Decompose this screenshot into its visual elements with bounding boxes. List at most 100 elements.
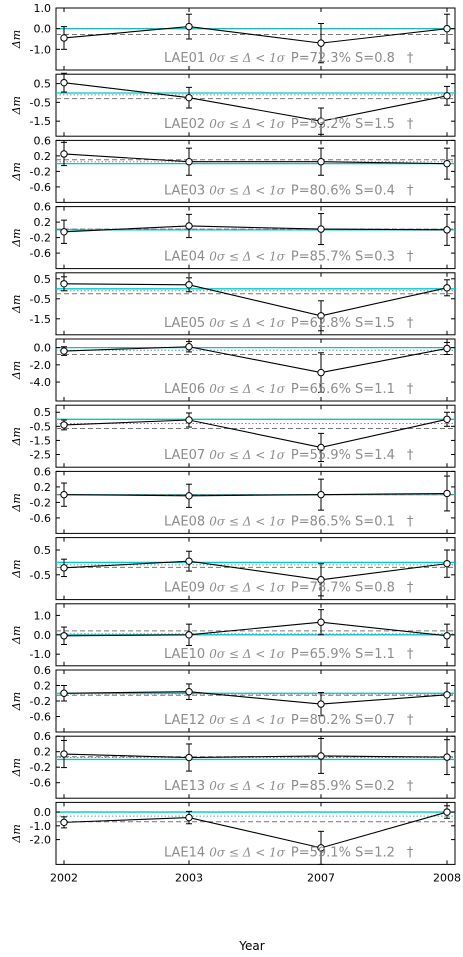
panel-range: 0σ ≤ Δ < 1σ	[209, 581, 285, 595]
data-point	[443, 415, 451, 423]
panel-frame	[55, 139, 456, 203]
y-tick-label: -0.5	[30, 569, 51, 582]
panel-stats: P=65.9% S=1.1	[291, 647, 395, 662]
panel-name: LAE07	[164, 448, 205, 463]
panel-stats: P=53.2% S=1.5	[291, 117, 395, 132]
panel-dagger: †	[407, 183, 414, 198]
y-tick-label: 1.0	[34, 2, 52, 15]
panel-stats: P=55.9% S=1.4	[291, 448, 395, 463]
panel-name: LAE10	[164, 647, 205, 662]
y-tick-label: 0.2	[34, 481, 52, 494]
panel-range: 0σ ≤ Δ < 1σ	[209, 382, 285, 396]
y-tick-label: 0.6	[34, 730, 52, 743]
panel-name: LAE09	[164, 581, 205, 596]
panel-dagger: †	[407, 51, 414, 66]
data-line	[63, 560, 448, 581]
panel-lae06: 0.0 -2.0 -4.0 Δm LAE06 0σ ≤ Δ < 1σ P=65.6% S=1…	[10, 338, 456, 402]
data-line	[63, 283, 448, 317]
data-point	[60, 564, 68, 572]
y-tick-label: -0.2	[30, 165, 51, 178]
y-tick-label: -2.0	[30, 359, 51, 372]
data-point	[317, 700, 325, 708]
y-axis-label: Δm	[10, 559, 23, 578]
data-point	[317, 39, 325, 47]
y-tick-label: -2.5	[30, 449, 51, 462]
data-point	[185, 22, 193, 31]
data-point	[60, 632, 68, 640]
y-tick-label: -1.0	[30, 820, 51, 833]
panel-frame	[55, 470, 456, 534]
panel-stats: P=80.2% S=0.7	[291, 713, 395, 728]
data-line	[63, 418, 448, 449]
x-tick-label: 2002	[50, 871, 78, 884]
panel-frame	[55, 73, 456, 137]
panel-name: LAE01	[164, 51, 205, 66]
data-point	[185, 631, 193, 639]
panel-stats: P=65.6% S=1.1	[291, 382, 395, 397]
data-point	[317, 443, 325, 452]
data-point	[317, 490, 325, 499]
data-point	[443, 92, 451, 100]
panel-name: LAE03	[164, 183, 205, 198]
data-point	[185, 158, 193, 166]
panel-dagger: †	[407, 382, 414, 397]
data-point	[185, 813, 193, 822]
y-tick-label: 0.6	[34, 134, 52, 147]
panel-frame	[55, 537, 456, 601]
panel-stats: P=80.6% S=0.4	[291, 183, 395, 198]
data-line	[63, 753, 448, 759]
y-tick-label: 0.6	[34, 201, 52, 214]
panel-range: 0σ ≤ Δ < 1σ	[209, 514, 285, 528]
y-axis-label: Δm	[10, 30, 23, 49]
panel-name: LAE06	[164, 382, 205, 397]
y-tick-label: -0.2	[30, 496, 51, 509]
data-point	[60, 490, 68, 499]
data-point	[317, 368, 325, 377]
y-tick-label: 0.5	[34, 406, 52, 419]
panel-dagger: †	[407, 514, 414, 529]
y-tick-label: -0.2	[30, 695, 51, 708]
panel-range: 0σ ≤ Δ < 1σ	[209, 647, 285, 661]
y-tick-label: -0.6	[30, 512, 51, 525]
x-tick-label: 2007	[307, 871, 335, 884]
data-point	[185, 688, 193, 696]
y-tick-label: 0.0	[34, 806, 52, 819]
data-point	[443, 284, 451, 292]
x-tick-label: 2003	[175, 871, 203, 884]
panel-lae10: 1.0 0.0 -1.0 Δm LAE10 0σ ≤ Δ < 1σ P=65.9% S=1.…	[10, 603, 456, 667]
panel-range: 0σ ≤ Δ < 1σ	[209, 117, 285, 131]
y-tick-label: 0.2	[34, 216, 52, 229]
panel-lae04: 0.6 0.2 -0.2 -0.6 Δm LAE04 0σ ≤ Δ < 1σ P=85.7% …	[10, 201, 456, 270]
data-point	[443, 808, 451, 816]
y-axis-label: Δm	[10, 427, 23, 446]
data-line	[63, 26, 448, 44]
panel-lae07: 0.5-0.5-1.5 -2.5 Δm LAE07 0σ ≤ Δ < 1σ P=55.9%…	[10, 404, 456, 468]
data-point	[443, 753, 451, 761]
data-line	[63, 82, 448, 122]
panel-dagger: †	[407, 316, 414, 331]
y-axis-label: Δm	[10, 228, 23, 247]
data-point	[443, 159, 451, 168]
panel-annotation: LAE10 0σ ≤ Δ < 1σ P=65.9% S=1.1 †	[164, 647, 414, 662]
data-line	[63, 153, 448, 165]
data-point	[317, 117, 325, 125]
panel-dagger: †	[407, 581, 414, 596]
y-tick-label: -0.6	[30, 711, 51, 724]
panel-dagger: †	[407, 647, 414, 662]
data-point	[185, 753, 193, 762]
panel-annotation: LAE05 0σ ≤ Δ < 1σ P=62.8% S=1.5 †	[164, 316, 414, 331]
y-tick-label: 0.2	[34, 746, 52, 759]
panel-range: 0σ ≤ Δ < 1σ	[209, 183, 285, 197]
panel-name: LAE13	[164, 779, 205, 794]
panel-annotation: LAE06 0σ ≤ Δ < 1σ P=65.6% S=1.1 †	[164, 382, 414, 397]
panel-name: LAE08	[164, 514, 205, 529]
panel-lae01: 1.0 0.0 -1.0 Δm LAE01 0σ ≤ Δ < 1σ P=72.3% S=0.…	[10, 2, 456, 71]
data-point	[317, 576, 325, 584]
panel-frame	[55, 801, 456, 865]
data-point	[443, 489, 451, 498]
data-point	[60, 228, 68, 236]
panel-range: 0σ ≤ Δ < 1σ	[209, 448, 285, 462]
data-point	[185, 343, 193, 351]
y-tick-label: 0.6	[34, 465, 52, 478]
